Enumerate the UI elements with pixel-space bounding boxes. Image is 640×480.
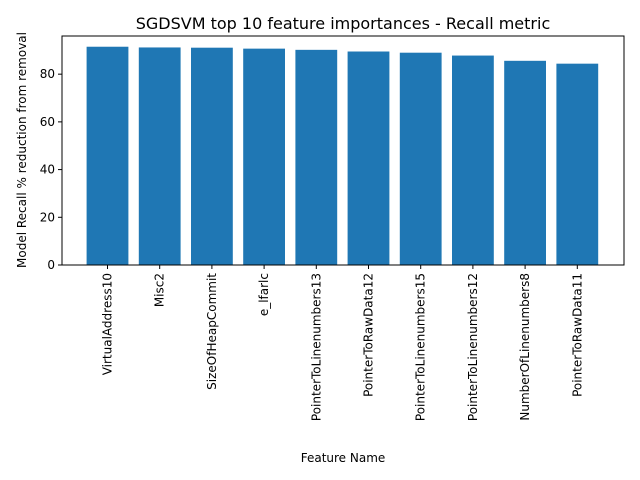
y-tick-label: 20: [40, 210, 55, 224]
y-axis-label: Model Recall % reduction from removal: [15, 32, 29, 268]
x-axis: VirtualAddress10 Misc2 SizeOfHeapCommit e_l…: [101, 265, 584, 421]
y-axis: 0 20 40 60 80: [40, 67, 62, 272]
y-tick-label: 0: [47, 258, 55, 272]
y-tick-label: 40: [40, 163, 55, 177]
x-tick-label: PointerToLinenumbers15: [414, 273, 428, 421]
x-tick-label: PointerToLinenumbers12: [466, 273, 480, 421]
bar: [504, 60, 546, 266]
plot-frame: [61, 35, 625, 266]
bar: [86, 46, 129, 266]
bar: [295, 49, 338, 266]
x-tick-label: SizeOfHeapCommit: [205, 273, 219, 390]
bar: [399, 52, 442, 266]
y-tick-label: 60: [40, 115, 55, 129]
bar: [556, 63, 599, 265]
bar: [138, 47, 181, 266]
bar: [243, 48, 285, 265]
y-tick-label: 80: [40, 67, 55, 81]
x-tick-label: PointerToRawData12: [362, 273, 376, 397]
x-tick-label: e_lfarlc: [257, 273, 271, 316]
bars-group: [86, 46, 599, 266]
bar: [347, 51, 390, 266]
x-tick-label: VirtualAddress10: [101, 273, 115, 375]
bar: [452, 55, 494, 266]
x-tick-label: PointerToRawData11: [570, 273, 584, 397]
x-axis-label: Feature Name: [301, 451, 386, 465]
x-tick-label: NumberOfLinenumbers8: [518, 273, 532, 421]
x-tick-label: PointerToLinenumbers13: [309, 273, 323, 421]
x-tick-label: Misc2: [153, 273, 167, 307]
chart-title: SGDSVM top 10 feature importances - Reca…: [136, 14, 551, 33]
bar: [191, 47, 233, 265]
